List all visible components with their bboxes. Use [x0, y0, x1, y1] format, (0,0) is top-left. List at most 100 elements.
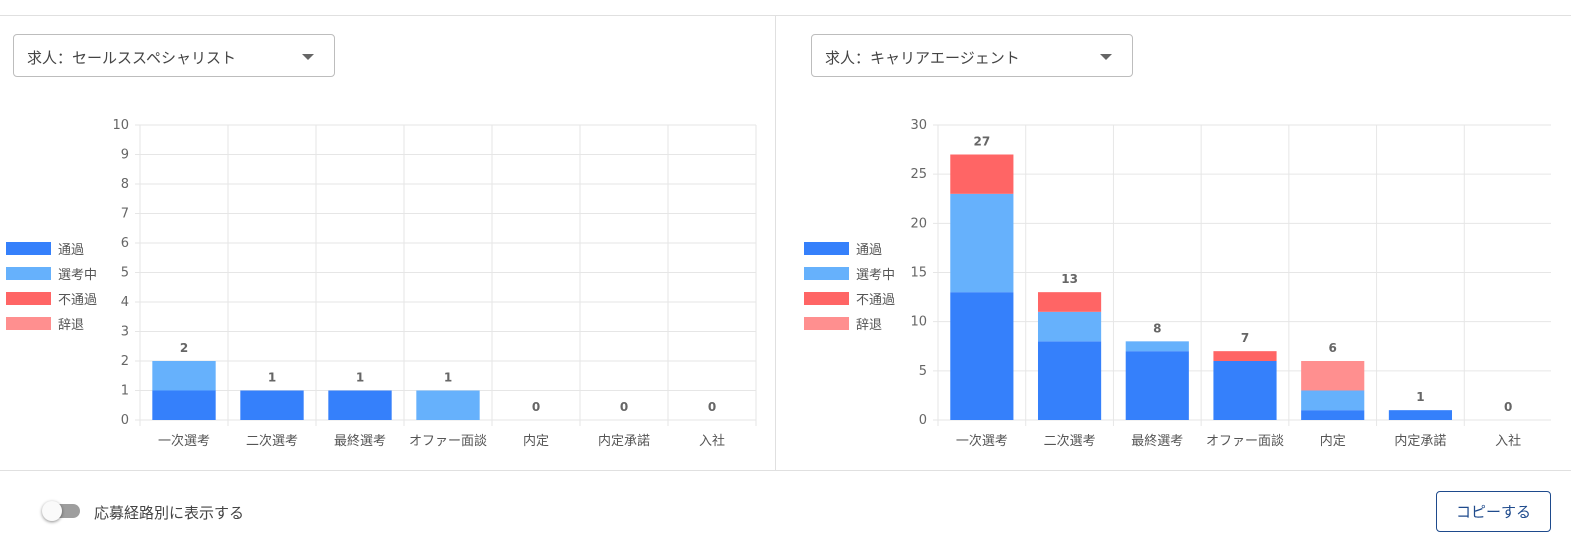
legend-swatch-pass [6, 242, 51, 255]
y-tick-label: 25 [910, 167, 927, 182]
legend-swatch-in-progress [6, 267, 51, 280]
bar-segment-pass [1388, 410, 1453, 420]
legend-label-in-progress: 選考中 [856, 268, 896, 283]
job-select-value: 求人：セールススペシャリスト [27, 49, 236, 67]
y-tick-label: 1 [121, 384, 129, 399]
bar-segment-in-progress [1301, 390, 1365, 411]
y-tick-label: 20 [910, 216, 927, 231]
copy-button[interactable]: コピーする [1436, 491, 1551, 532]
x-tick-label: 二次選考 [246, 433, 298, 449]
legend-swatch-fail [804, 292, 849, 305]
x-tick-label: 内定 [523, 433, 549, 449]
bar-total-label: 2 [180, 341, 188, 355]
x-tick-label: 一次選考 [158, 433, 210, 449]
bar-total-label: 1 [1416, 390, 1424, 404]
y-tick-label: 5 [121, 266, 129, 281]
legend-item-fail[interactable]: 不通過 [6, 286, 97, 311]
y-tick-label: 10 [910, 315, 927, 330]
x-tick-label: 最終選考 [1131, 433, 1183, 449]
bar-total-label: 0 [708, 400, 716, 414]
x-tick-label: 入社 [699, 433, 725, 449]
bar-segment-in-progress [1125, 341, 1189, 352]
x-tick-label: オファー面談 [409, 433, 487, 449]
legend-item-in-progress[interactable]: 選考中 [6, 261, 97, 286]
y-tick-label: 15 [910, 266, 927, 281]
legend-swatch-declined [804, 317, 849, 330]
route-breakdown-toggle-label: 応募経路別に表示する [94, 504, 245, 522]
x-tick-label: 内定承諾 [1394, 433, 1446, 449]
legend-label-declined: 辞退 [856, 318, 883, 333]
bar-total-label: 1 [268, 371, 276, 385]
legend-swatch-fail [6, 292, 51, 305]
panel-divider [775, 16, 776, 470]
footer-divider [0, 470, 1571, 471]
legend-item-declined[interactable]: 辞退 [6, 311, 97, 336]
bar-segment-in-progress [416, 390, 480, 420]
x-tick-label: 内定承諾 [598, 433, 650, 449]
job-select[interactable]: 求人：キャリアエージェント [811, 34, 1133, 77]
legend-label-in-progress: 選考中 [58, 268, 98, 283]
legend-swatch-pass [804, 242, 849, 255]
legend-swatch-in-progress [804, 267, 849, 280]
bar-segment-fail [1213, 351, 1277, 361]
legend-item-fail[interactable]: 不通過 [804, 286, 895, 311]
route-breakdown-toggle[interactable] [42, 500, 82, 522]
x-tick-label: オファー面談 [1206, 433, 1284, 449]
legend-item-in-progress[interactable]: 選考中 [804, 261, 895, 286]
bar-segment-pass [1301, 410, 1365, 420]
bar-total-label: 1 [356, 371, 364, 385]
x-tick-label: 一次選考 [956, 433, 1008, 449]
x-tick-label: 最終選考 [334, 433, 386, 449]
x-tick-label: 内定 [1320, 433, 1346, 449]
bar-segment-pass [1125, 351, 1189, 420]
bar-total-label: 8 [1153, 321, 1161, 335]
legend-label-pass: 通過 [856, 243, 883, 258]
y-tick-label: 9 [121, 148, 129, 163]
job-select[interactable]: 求人：セールススペシャリスト [13, 34, 335, 77]
legend-swatch-declined [6, 317, 51, 330]
y-tick-label: 7 [121, 207, 129, 222]
bar-total-label: 7 [1241, 331, 1249, 345]
bar-segment-fail [950, 154, 1014, 194]
bar-segment-in-progress [950, 193, 1014, 293]
bar-total-label: 6 [1329, 341, 1337, 355]
bar-total-label: 0 [532, 400, 540, 414]
y-tick-label: 10 [112, 118, 129, 133]
y-tick-label: 2 [121, 354, 129, 369]
bar-segment-in-progress [152, 361, 216, 391]
stacked-bar-chart: 05101520253027一次選考13二次選考8最終選考7オファー面談6内定1… [910, 118, 1551, 449]
legend-label-declined: 辞退 [58, 318, 85, 333]
bar-total-label: 13 [1061, 272, 1078, 286]
legend-label-fail: 不通過 [856, 293, 896, 308]
dropdown-caret-icon [1100, 54, 1112, 60]
bar-segment-fail [1037, 292, 1102, 312]
y-tick-label: 0 [919, 413, 927, 428]
y-tick-label: 0 [121, 413, 129, 428]
y-tick-label: 4 [121, 295, 129, 310]
legend-item-declined[interactable]: 辞退 [804, 311, 895, 336]
top-divider [0, 15, 1571, 16]
legend-item-pass[interactable]: 通過 [6, 236, 97, 261]
bar-segment-pass [328, 390, 392, 420]
chart-panel-career-agent: 求人：キャリアエージェント 通過 選考中 不通過 辞退 0 5 10 15 20 25 30… [776, 16, 1551, 470]
bar-segment-pass [1213, 361, 1277, 420]
y-tick-label: 8 [121, 177, 129, 192]
legend-label-fail: 不通過 [58, 293, 98, 308]
job-select-value: 求人：キャリアエージェント [825, 49, 1020, 67]
x-tick-label: 入社 [1495, 433, 1521, 449]
legend-item-pass[interactable]: 通過 [804, 236, 895, 261]
y-tick-label: 6 [121, 236, 129, 251]
bar-total-label: 0 [620, 400, 628, 414]
legend-label-pass: 通過 [58, 243, 85, 258]
y-tick-label: 3 [121, 325, 129, 340]
x-tick-label: 二次選考 [1044, 433, 1096, 449]
bar-segment-in-progress [1037, 311, 1102, 342]
bar-segment-pass [1037, 341, 1102, 420]
chart-legend: 通過 選考中 不通過 辞退 [804, 236, 895, 336]
bar-total-label: 1 [444, 371, 452, 385]
stacked-bar-chart: 0 1 2 3 4 5 6 7 8 9 10 2 一次選考 1 二次選考 1 最終選考 1 オファー面談 0 内定 0 内定… [112, 118, 757, 449]
bar-segment-pass [152, 390, 216, 420]
toggle-knob [42, 501, 62, 521]
bar-total-label: 0 [1504, 400, 1512, 414]
chart-panel-sales-specialist: 求人：セールススペシャリスト 通過 選考中 不通過 辞退 0 1 2 3 4 5 6 7 8 9 1… [0, 16, 775, 470]
